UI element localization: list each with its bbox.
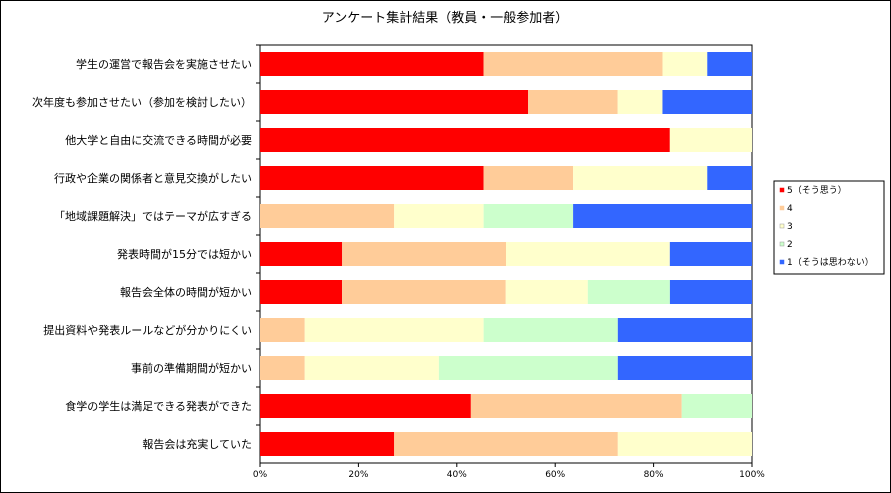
category-label: 「地域課題解決」ではテーマが広すぎる <box>54 209 252 223</box>
category-label: 報告会は充実していた <box>142 437 252 451</box>
legend-swatch <box>779 241 785 247</box>
category-label: 事前の準備期間が短かい <box>131 361 252 375</box>
bar-segment <box>260 318 305 342</box>
x-tick-label: 100% <box>739 470 765 480</box>
legend-box <box>773 180 885 275</box>
bar-segment <box>669 280 752 304</box>
bar-segment <box>260 280 343 304</box>
category-label: 報告会全体の時間が短かい <box>120 285 252 299</box>
bar-segment <box>587 280 670 304</box>
bar-segment <box>260 204 395 228</box>
chart-title: アンケート集計結果（教員・一般参加者） <box>322 10 568 26</box>
bar-segment <box>506 242 670 266</box>
category-label: 食学の学生は満足できる発表ができた <box>65 399 252 413</box>
legend-swatch <box>779 223 785 229</box>
bar-segment <box>662 52 708 76</box>
bar-segment <box>394 432 618 456</box>
bar-segment <box>394 204 484 228</box>
bar-segment <box>573 204 752 228</box>
bar-segment <box>662 90 752 114</box>
bar-segment <box>483 52 663 76</box>
legend-label: 4 <box>787 204 793 214</box>
legend-label: 2 <box>787 240 793 250</box>
bar-segment <box>617 318 752 342</box>
bar-segment <box>260 242 343 266</box>
legend-label: 1（そうは思わない） <box>787 257 874 268</box>
bar-segment <box>260 356 305 380</box>
bar-segment <box>470 394 682 418</box>
category-label: 次年度も参加させたい（参加を検討したい） <box>32 95 252 109</box>
bar-segment <box>707 52 752 76</box>
bar-segment <box>260 128 670 152</box>
category-label: 学生の運営で報告会を実施させたい <box>76 57 252 71</box>
bar-segment <box>260 52 484 76</box>
bar-segment <box>483 204 574 228</box>
bar-segment <box>260 90 529 114</box>
legend-label: 5（そう思う） <box>787 185 847 196</box>
category-label: 行政や企業の関係者と意見交換がしたい <box>54 171 252 185</box>
category-label: 他大学と自由に交流できる時間が必要 <box>65 133 252 147</box>
x-tick-label: 20% <box>348 470 368 480</box>
x-tick-label: 80% <box>644 470 664 480</box>
x-tick-label: 60% <box>545 470 565 480</box>
category-label: 発表時間が15分では短かい <box>117 247 252 261</box>
bar-segment <box>260 166 484 190</box>
bars-group <box>260 52 752 456</box>
bar-segment <box>342 242 506 266</box>
legend-label: 3 <box>787 222 793 232</box>
bar-segment <box>617 356 752 380</box>
category-label: 提出資料や発表ルールなどが分かりにくい <box>43 323 252 337</box>
bar-segment <box>342 280 506 304</box>
bar-segment <box>260 432 395 456</box>
bar-segment <box>260 394 471 418</box>
bar-segment <box>617 432 752 456</box>
x-axis: 0% 20% 40% 60% 80% 100% <box>253 463 765 480</box>
legend: 5（そう思う） 4 3 2 1（そうは思わない） <box>773 180 885 275</box>
x-tick-label: 40% <box>447 470 467 480</box>
bar-segment <box>304 356 439 380</box>
bar-segment <box>669 128 752 152</box>
bar-segment <box>505 280 588 304</box>
bar-segment <box>617 90 663 114</box>
bar-segment <box>438 356 618 380</box>
bar-segment <box>528 90 618 114</box>
bar-segment <box>573 166 708 190</box>
bar-segment <box>669 242 752 266</box>
x-tick-label: 0% <box>253 470 268 480</box>
bar-segment <box>483 318 618 342</box>
bar-segment <box>681 394 752 418</box>
legend-swatch <box>779 187 785 193</box>
bar-segment <box>483 166 574 190</box>
legend-swatch <box>779 205 785 211</box>
legend-swatch <box>779 259 785 265</box>
bar-segment <box>707 166 752 190</box>
bar-segment <box>304 318 484 342</box>
